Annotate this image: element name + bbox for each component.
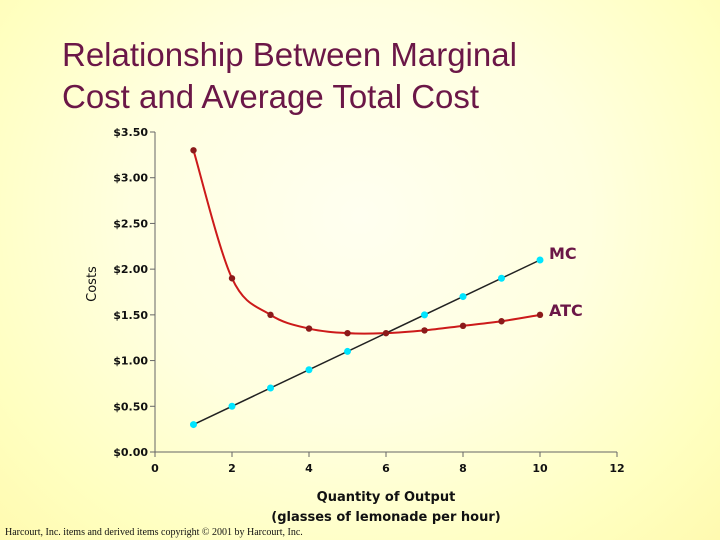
x-tick-label: 6 xyxy=(382,462,390,475)
y-tick-label: $1.50 xyxy=(113,309,148,322)
atc-point xyxy=(421,327,428,334)
x-axis-subtitle: (glasses of lemonade per hour) xyxy=(271,510,500,525)
y-tick-label: $1.00 xyxy=(113,355,148,368)
mc-point xyxy=(421,311,428,319)
mc-point xyxy=(267,384,274,392)
mc-point xyxy=(459,293,467,301)
atc-point xyxy=(344,329,351,337)
y-tick-label: $2.00 xyxy=(113,263,148,276)
copyright-footer: Harcourt, Inc. items and derived items c… xyxy=(5,527,303,538)
y-tick-label: $3.50 xyxy=(113,126,148,139)
x-tick-label: 8 xyxy=(459,462,467,475)
slide-title: Relationship Between Marginal Cost and A… xyxy=(62,34,517,118)
x-tick-label: 2 xyxy=(228,462,236,475)
atc-point xyxy=(190,147,197,154)
x-tick-label: 0 xyxy=(151,462,159,475)
y-tick-label: $2.50 xyxy=(113,217,148,230)
atc-point xyxy=(498,318,505,325)
mc-point xyxy=(498,274,505,282)
mc-point xyxy=(228,402,236,410)
atc-point xyxy=(305,325,313,332)
atc-point xyxy=(536,311,544,319)
atc-point xyxy=(228,275,236,282)
atc-point xyxy=(382,329,390,337)
y-axis-title: Costs xyxy=(85,266,100,302)
mc-point xyxy=(344,347,351,355)
mc-point xyxy=(190,421,197,429)
atc-curve xyxy=(192,149,541,335)
y-tick-label: $0.50 xyxy=(113,400,148,413)
title-line-1: Relationship Between Marginal xyxy=(62,36,517,73)
mc-line xyxy=(193,259,541,426)
x-tick-label: 4 xyxy=(305,462,313,475)
x-axis-title: Quantity of Output xyxy=(317,490,456,505)
mc-series-label: MC xyxy=(549,244,577,263)
y-tick-label: $0.00 xyxy=(113,446,148,459)
mc-point xyxy=(536,256,544,264)
x-tick-label: 10 xyxy=(532,462,548,475)
x-tick-label: 12 xyxy=(609,462,624,475)
y-tick-label: $3.00 xyxy=(113,172,148,185)
atc-point xyxy=(459,322,467,330)
mc-point xyxy=(305,366,313,374)
atc-point xyxy=(267,311,274,319)
title-line-2: Cost and Average Total Cost xyxy=(62,78,480,115)
atc-series-label: ATC xyxy=(549,301,583,320)
